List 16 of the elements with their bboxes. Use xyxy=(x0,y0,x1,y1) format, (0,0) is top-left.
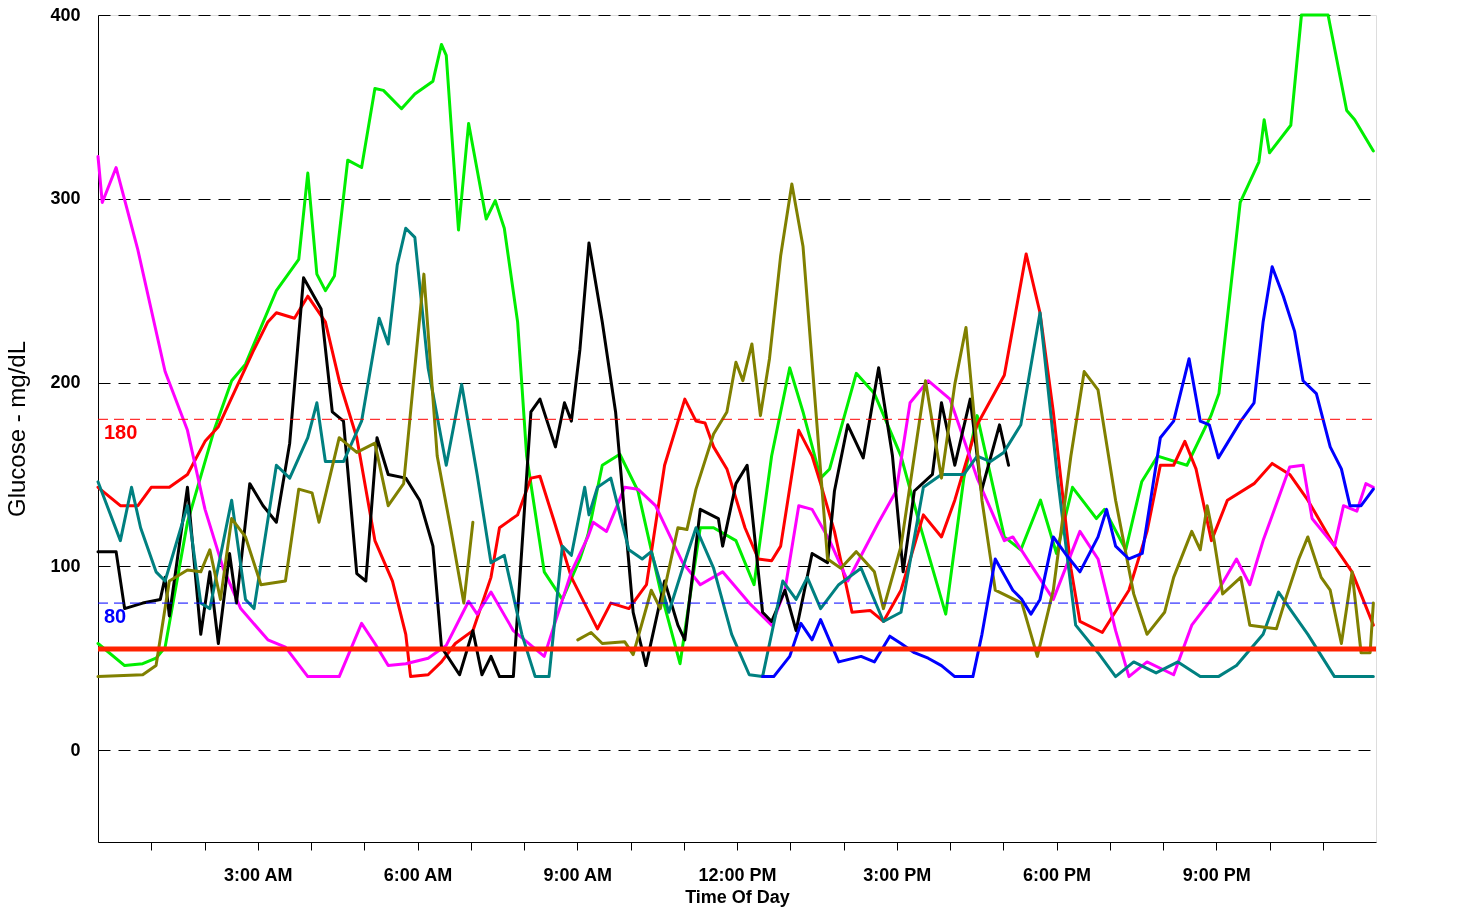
y-tick-label: 0 xyxy=(70,739,81,760)
y-axis-title: Glucose - mg/dL xyxy=(3,340,31,518)
x-tick-label: 12:00 PM xyxy=(698,864,777,885)
x-tick-label: 6:00 AM xyxy=(383,864,453,885)
y-tick-label: 100 xyxy=(50,555,81,576)
x-tick-label: 9:00 AM xyxy=(543,864,612,885)
x-axis-title: Time Of Day xyxy=(685,886,790,907)
x-tick-label: 9:00 PM xyxy=(1182,864,1251,885)
y-tick-label: 400 xyxy=(50,4,81,25)
x-tick-label: 6:00 PM xyxy=(1022,864,1092,885)
x-tick-label: 3:00 AM xyxy=(224,864,293,885)
ref-line-label: 80 xyxy=(104,605,127,628)
x-tick-label: 3:00 PM xyxy=(863,864,932,885)
y-tick-label: 200 xyxy=(50,372,81,393)
y-tick-label: 300 xyxy=(50,188,81,209)
ref-line-label: 180 xyxy=(104,421,138,444)
